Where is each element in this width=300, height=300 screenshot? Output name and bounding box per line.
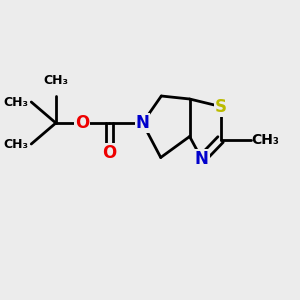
Text: O: O (102, 144, 116, 162)
Text: CH₃: CH₃ (3, 95, 29, 109)
Text: CH₃: CH₃ (43, 74, 68, 87)
Text: CH₃: CH₃ (3, 137, 29, 151)
Text: O: O (75, 114, 89, 132)
Text: N: N (195, 150, 209, 168)
Text: CH₃: CH₃ (251, 133, 279, 146)
Text: S: S (214, 98, 226, 116)
Text: N: N (136, 114, 149, 132)
